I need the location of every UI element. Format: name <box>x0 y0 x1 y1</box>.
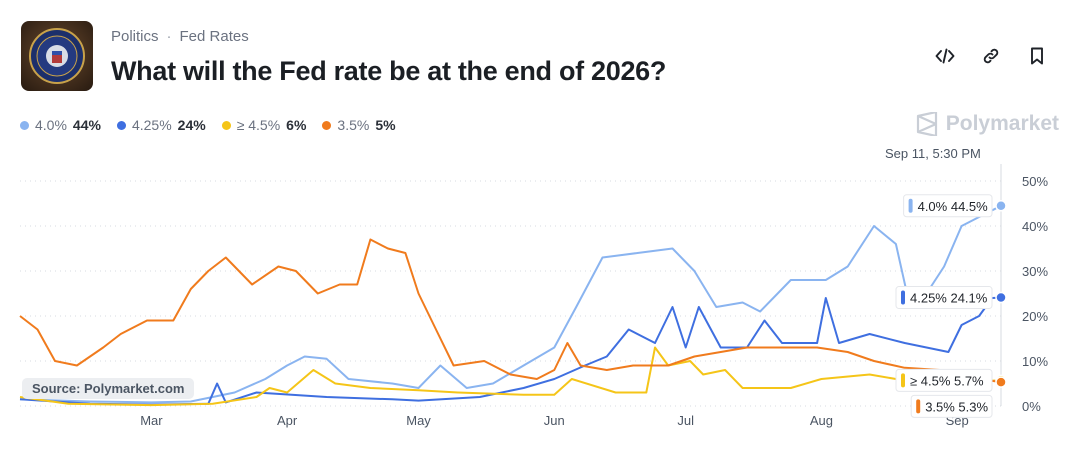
breadcrumb: Politics · Fed Rates <box>111 28 249 45</box>
brand-watermark: Polymarket <box>916 112 1059 136</box>
legend-swatch <box>116 120 126 130</box>
bookmark-icon <box>1031 47 1043 65</box>
x-tick-label: Jul <box>677 413 694 428</box>
x-tick-label: May <box>406 413 431 428</box>
legend-swatch <box>322 120 332 130</box>
x-tick-label: Jun <box>544 413 565 428</box>
hover-label-swatch <box>901 373 905 388</box>
y-tick-label: 50% <box>1022 174 1048 189</box>
series-line <box>19 346 1002 407</box>
embed-code-button[interactable] <box>933 44 957 68</box>
hover-label-swatch <box>908 198 913 213</box>
breadcrumb-separator: · <box>166 28 172 45</box>
hover-value-label: ≥ 4.5% 5.7% <box>910 373 984 388</box>
hover-label-box <box>903 194 993 218</box>
x-tick-label: Mar <box>140 413 163 428</box>
x-tick-label: Aug <box>810 413 833 428</box>
legend-value: 44% <box>72 117 101 133</box>
embed-code-icon <box>935 48 955 64</box>
series-end-marker <box>995 200 1007 212</box>
y-tick-label: 0% <box>1022 399 1041 414</box>
series-line <box>19 204 1002 404</box>
hover-label-box <box>895 286 993 310</box>
legend-value: 24% <box>177 117 206 133</box>
legend-label: ≥ 4.5% <box>236 117 281 133</box>
series-end-marker <box>995 291 1007 304</box>
hover-value-label: 4.25% 24.1% <box>910 291 988 306</box>
action-bar <box>933 44 1049 68</box>
hover-label-box <box>895 368 993 392</box>
page-title: What will the Fed rate be at the end of … <box>111 56 667 86</box>
source-label: Source: Polymarket.com <box>22 378 195 399</box>
hover-label-swatch <box>916 399 921 414</box>
y-tick-label: 10% <box>1022 354 1048 369</box>
copy-link-button[interactable] <box>979 44 1003 68</box>
hover-value-label: 3.5% 5.3% <box>925 399 988 414</box>
breadcrumb-category[interactable]: Politics <box>111 28 159 45</box>
legend-label: 4.25% <box>131 117 172 133</box>
y-tick-label: 40% <box>1022 219 1048 234</box>
chart-legend: 4.0% 44% 4.25% 24% ≥ 4.5% 6% 3.5% 5% <box>20 117 396 133</box>
legend-value: 6% <box>286 117 307 133</box>
series-line <box>19 296 1002 406</box>
legend-swatch <box>221 120 231 130</box>
copy-link-icon <box>983 48 999 64</box>
legend-swatch <box>20 120 29 130</box>
polymarket-logo-icon <box>916 112 937 136</box>
hover-value-label: 4.0% 44.5% <box>918 199 989 214</box>
y-tick-label: 30% <box>1022 264 1048 279</box>
legend-item[interactable]: 4.0% 44% <box>20 117 101 133</box>
federal-reserve-seal-icon <box>21 21 93 91</box>
series-line <box>19 238 1002 384</box>
legend-item[interactable]: ≥ 4.5% 6% <box>221 117 307 133</box>
market-thumbnail <box>21 21 93 91</box>
hover-label-box <box>910 394 993 418</box>
legend-value: 5% <box>375 117 396 133</box>
breadcrumb-tag[interactable]: Fed Rates <box>179 28 249 45</box>
legend-item[interactable]: 3.5% 5% <box>322 117 396 133</box>
legend-label: 4.0% <box>35 117 67 133</box>
legend-item[interactable]: 4.25% 24% <box>116 117 206 133</box>
hover-label-swatch <box>901 290 905 305</box>
series-end-marker <box>995 376 1007 388</box>
x-tick-label: Apr <box>277 413 298 428</box>
y-tick-label: 20% <box>1022 309 1048 324</box>
brand-name: Polymarket <box>945 112 1059 135</box>
legend-label: 3.5% <box>337 117 370 133</box>
bookmark-button[interactable] <box>1025 44 1049 68</box>
hover-timestamp: Sep 11, 5:30 PM <box>885 146 981 161</box>
